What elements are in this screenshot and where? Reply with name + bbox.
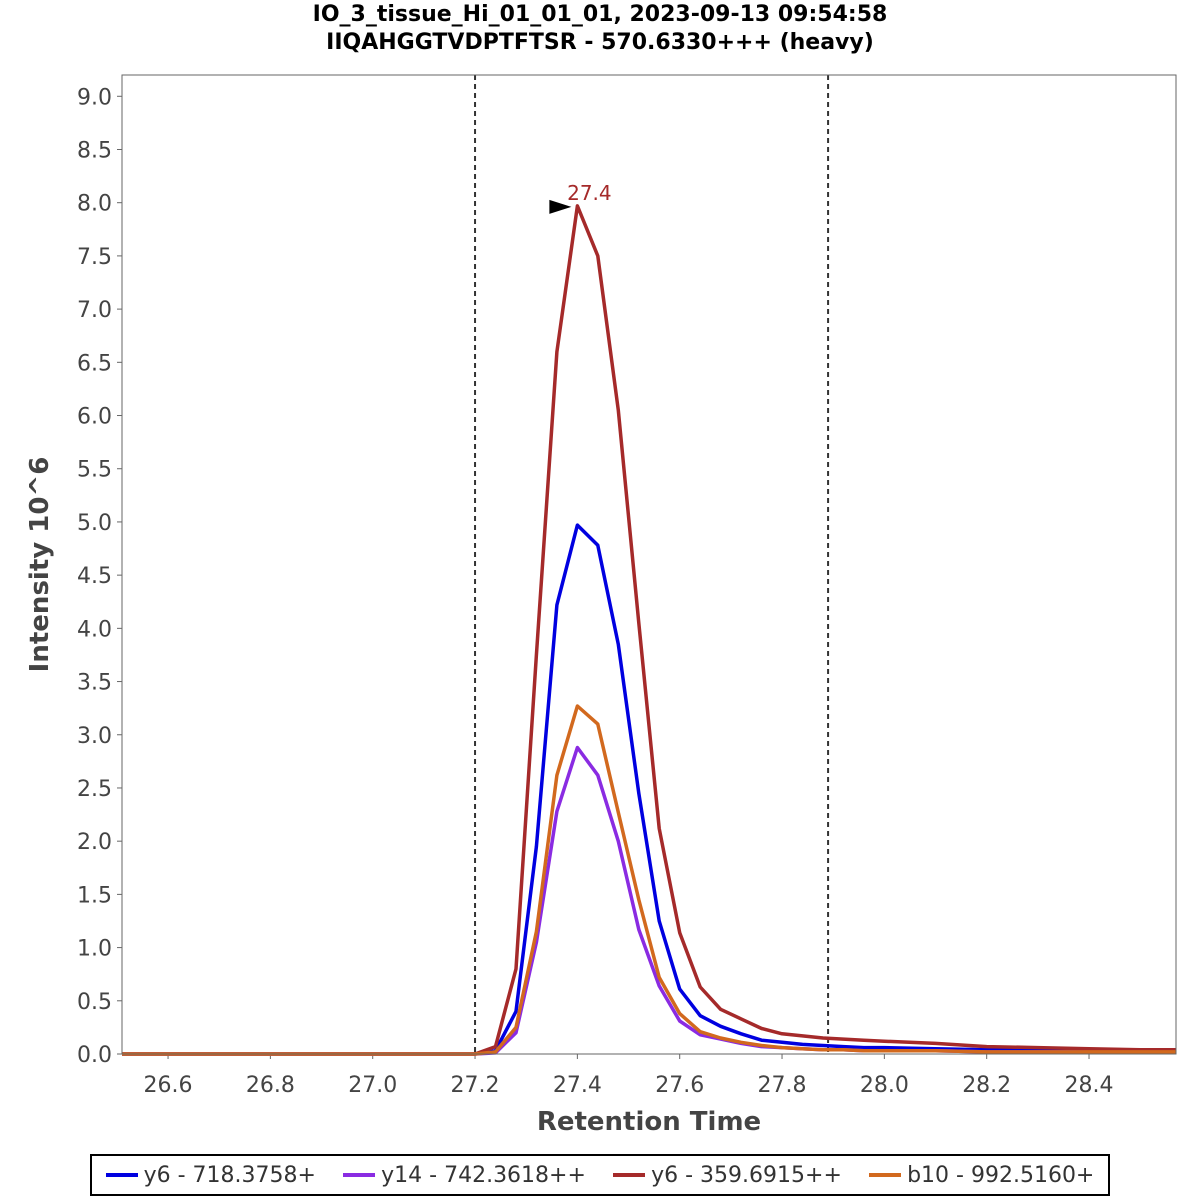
y-tick-label: 0.5: [77, 990, 112, 1015]
x-axis-title: Retention Time: [537, 1107, 761, 1137]
legend-label: y6 - 718.3758+: [143, 1162, 316, 1188]
legend-item: y6 - 359.6915++: [613, 1163, 842, 1188]
x-tick-label: 28.0: [860, 1073, 909, 1098]
legend-swatch: [105, 1173, 138, 1177]
legend-swatch: [613, 1173, 646, 1177]
y-tick-label: 9.0: [77, 85, 112, 110]
series-line-4: [122, 704, 1176, 1056]
y-tick-label: 6.0: [77, 405, 112, 430]
y-tick-label: 3.0: [77, 724, 112, 749]
y-tick-label: 0.0: [77, 1043, 112, 1068]
x-tick-label: 27.6: [655, 1073, 704, 1098]
y-tick-label: 2.0: [77, 830, 112, 855]
x-tick-label: 27.0: [348, 1073, 397, 1098]
x-tick-label: 27.8: [758, 1073, 807, 1098]
x-tick-label: 27.2: [451, 1073, 500, 1098]
series-lines: [122, 204, 1176, 1056]
peak-arrow-icon: [549, 199, 572, 214]
x-tick-label: 27.4: [553, 1073, 602, 1098]
x-tick-label: 28.4: [1065, 1073, 1114, 1098]
legend-label: y14 - 742.3618++: [381, 1162, 586, 1188]
peak-annotation: 27.4: [549, 181, 612, 214]
y-axis: 0.0 0.5 1.0 1.5 2.0 2.5 3.0 3.5 4.0 4.5 5.0 5.5 6.0 6…: [77, 85, 122, 1068]
legend-swatch: [343, 1173, 376, 1177]
y-tick-label: 8.5: [77, 138, 112, 163]
y-tick-label: 5.0: [77, 511, 112, 536]
legend-item: y6 - 718.3758+: [105, 1162, 316, 1188]
series-line-1: [122, 523, 1176, 1056]
y-tick-label: 5.5: [77, 458, 112, 483]
y-tick-label: 7.0: [77, 298, 112, 323]
x-axis: 26.6 26.8 27.0 27.2 27.4 27.6 27.8 28.0 28.2 28.4: [144, 1054, 1114, 1098]
chart-title: IO_3_tissue_Hi_01_01_01, 2023-09-13 09:5…: [312, 2, 888, 27]
legend-item: y14 - 742.3618++: [343, 1163, 586, 1188]
series-line-2: [122, 745, 1176, 1056]
y-tick-label: 8.0: [77, 192, 112, 217]
y-tick-label: 1.0: [77, 937, 112, 962]
series-line-3: [122, 204, 1176, 1056]
chart-canvas: 0.0 0.5 1.0 1.5 2.0 2.5 3.0 3.5 4.0 4.5 5.0 5.5 6.0 6…: [25, 74, 1177, 1137]
y-tick-label: 4.0: [77, 617, 112, 642]
y-tick-label: 4.5: [77, 564, 112, 589]
x-tick-label: 26.6: [144, 1073, 193, 1098]
y-axis-title: Intensity 10^6: [25, 457, 55, 673]
y-tick-label: 1.5: [77, 883, 112, 908]
peak-label: 27.4: [567, 181, 612, 205]
plot-area-border: [121, 74, 1177, 1055]
legend: y6 - 718.3758+ y14 - 742.3618++ y6 - 359.6…: [90, 1154, 1110, 1196]
y-tick-label: 2.5: [77, 777, 112, 802]
legend-label: y6 - 359.6915++: [651, 1162, 842, 1188]
legend-swatch: [869, 1173, 902, 1177]
x-tick-label: 28.2: [962, 1073, 1011, 1098]
y-tick-label: 6.5: [77, 351, 112, 376]
y-tick-label: 7.5: [77, 245, 112, 270]
x-tick-label: 26.8: [246, 1073, 295, 1098]
y-tick-label: 3.5: [77, 671, 112, 696]
legend-item: b10 - 992.5160+: [869, 1163, 1094, 1188]
peak-boundaries: [474, 75, 830, 1054]
chart-subtitle: IIQAHGGTVDPTFTSR - 570.6330+++ (heavy): [326, 30, 874, 55]
legend-label: b10 - 992.5160+: [907, 1162, 1095, 1188]
